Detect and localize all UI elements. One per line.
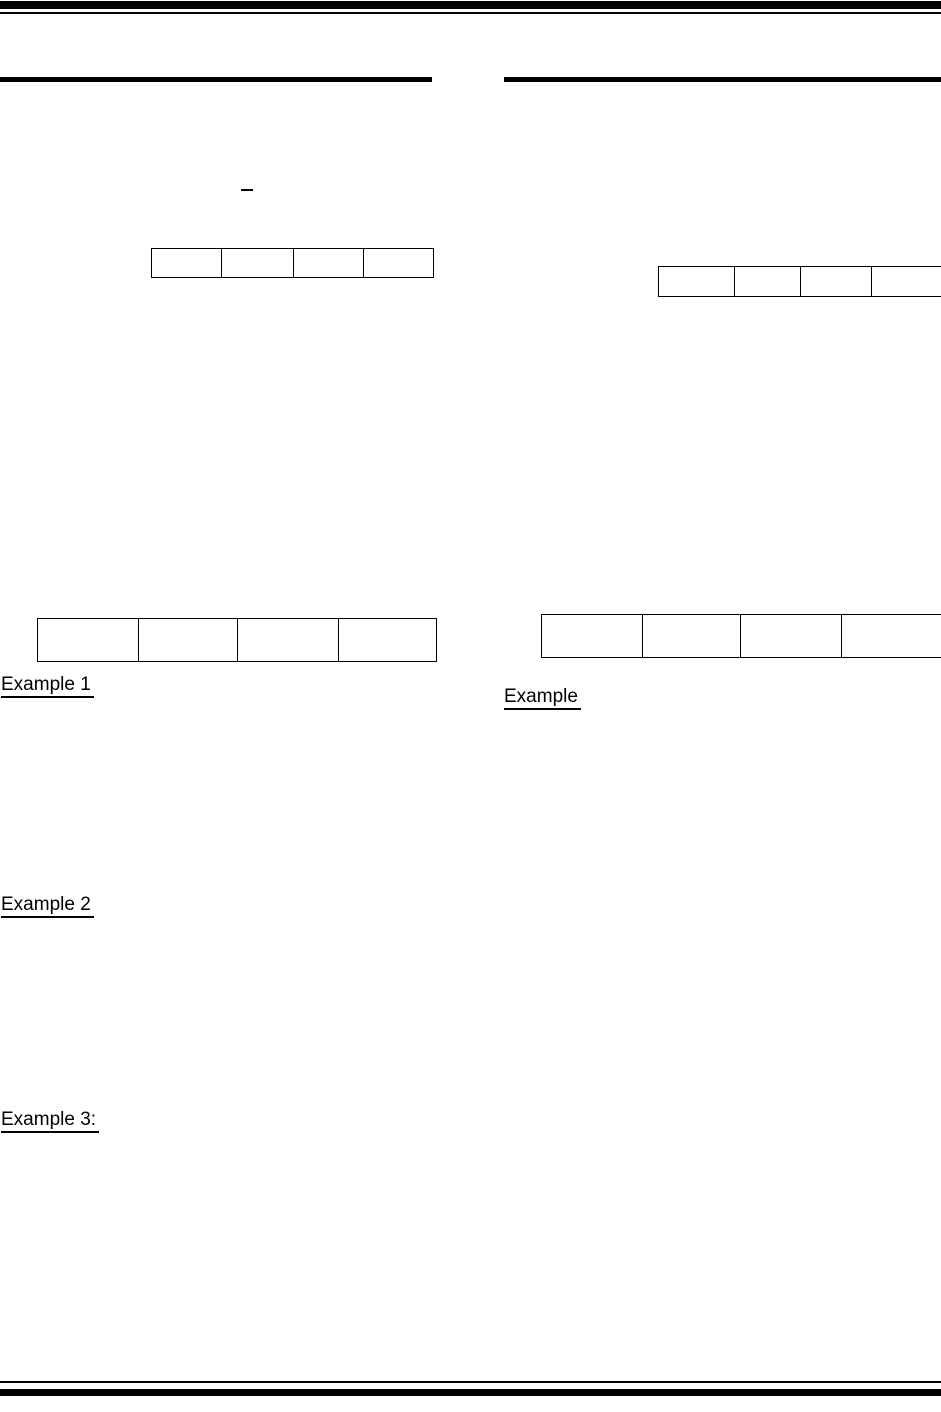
table-cell — [138, 619, 237, 661]
table-cell — [800, 267, 871, 296]
example-3-heading: Example 3: — [1, 1109, 100, 1133]
example-2-heading: Example 2 — [1, 894, 94, 918]
right-middle-table — [541, 614, 941, 658]
table-cell — [740, 615, 841, 657]
table-cell — [338, 619, 436, 661]
table-cell — [542, 615, 642, 657]
left-middle-table — [37, 618, 437, 662]
table-cell — [221, 249, 293, 277]
table-cell — [293, 249, 363, 277]
left-top-table — [151, 248, 434, 278]
right-column-section-rule — [504, 77, 941, 82]
example-heading-right-column: Example — [504, 686, 581, 710]
table-cell — [642, 615, 740, 657]
top-thick-rule — [0, 1, 941, 9]
example-1-heading: Example 1 — [1, 674, 94, 698]
bottom-thin-rule — [0, 1381, 941, 1383]
left-column-section-rule — [0, 77, 432, 82]
table-cell — [841, 615, 941, 657]
table-cell — [38, 619, 138, 661]
right-top-table — [658, 266, 941, 297]
table-cell — [734, 267, 800, 296]
inline-underline-dash — [241, 189, 253, 191]
table-cell — [152, 249, 221, 277]
bottom-thick-rule — [0, 1389, 941, 1396]
top-thin-rule — [0, 12, 941, 14]
table-cell — [871, 267, 941, 296]
table-cell — [363, 249, 433, 277]
table-cell — [237, 619, 338, 661]
table-cell — [659, 267, 734, 296]
